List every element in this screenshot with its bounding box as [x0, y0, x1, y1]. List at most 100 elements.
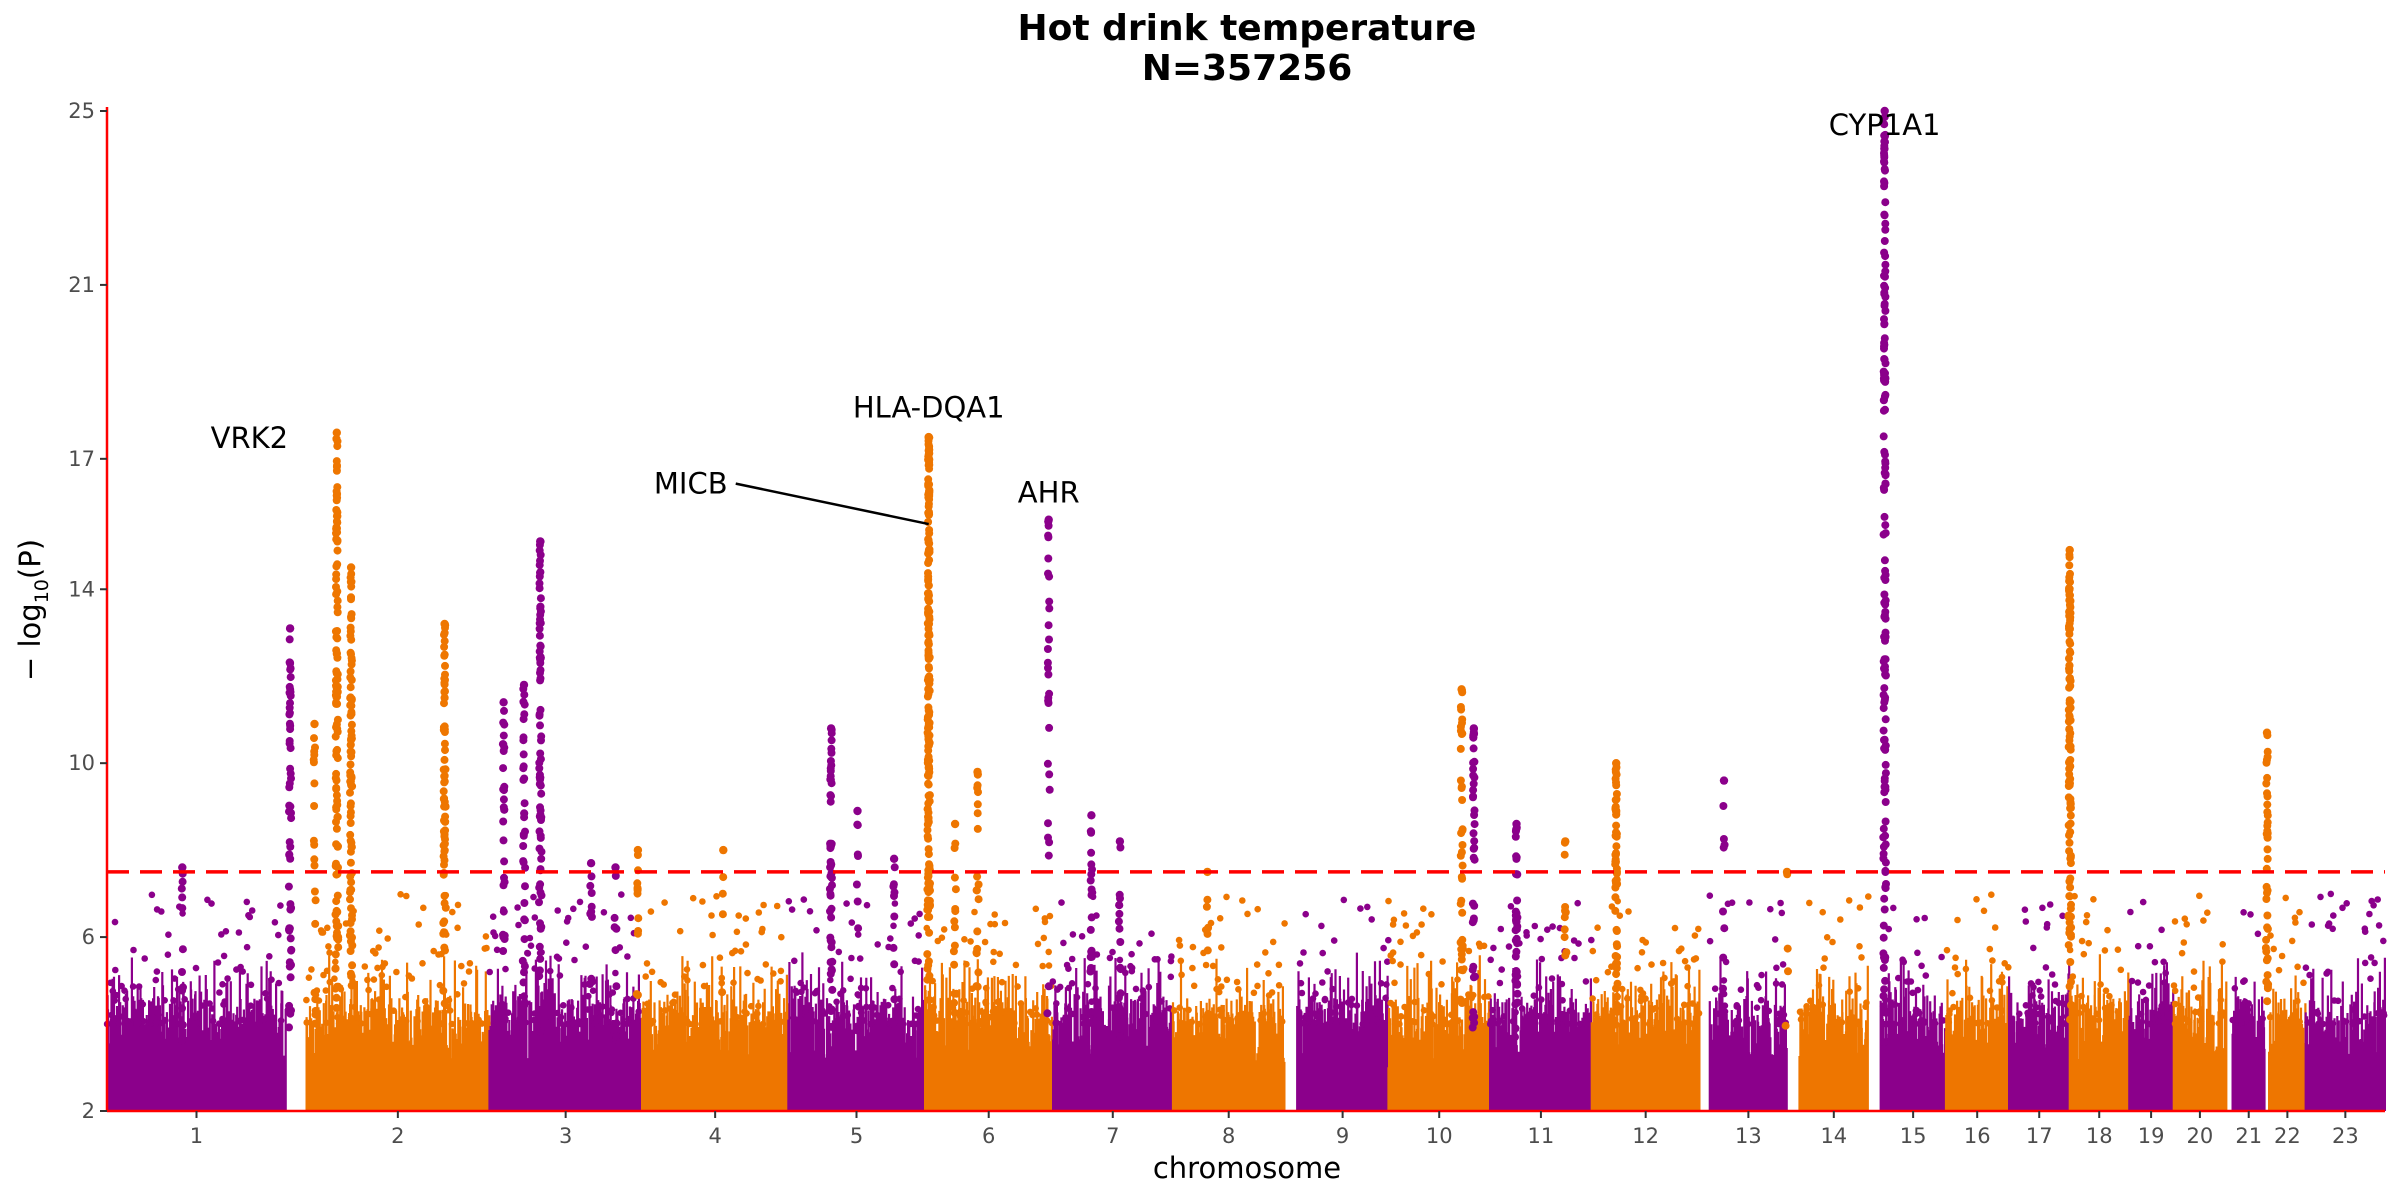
snp-point	[2350, 1019, 2357, 1026]
snp-point	[2065, 601, 2074, 609]
snp-point	[2001, 960, 2008, 967]
snp-point	[874, 941, 881, 948]
snp-point	[1512, 925, 1521, 934]
peak-chr-7	[1114, 837, 1125, 1041]
snp-point	[1966, 994, 1974, 1002]
snp-point	[2244, 1006, 2252, 1014]
snp-point	[110, 1016, 117, 1024]
snp-point	[2263, 731, 2272, 740]
snp-point	[2291, 914, 2299, 922]
snp-point	[1671, 924, 1679, 932]
snp-point	[1333, 1003, 1340, 1010]
snp-point	[112, 966, 119, 974]
snp-point	[839, 987, 847, 994]
snp-point	[2134, 942, 2142, 950]
snp-point	[334, 935, 343, 944]
snp-point	[2282, 894, 2289, 902]
snp-point	[1755, 984, 1762, 991]
snp-point	[2059, 912, 2066, 920]
snp-point	[1397, 961, 1404, 968]
snp-point	[1899, 956, 1906, 963]
snp-point	[2048, 1018, 2055, 1025]
snp-point	[1880, 131, 1889, 140]
snp-point	[440, 777, 449, 786]
snp-point	[1890, 904, 1897, 912]
snp-point	[332, 791, 341, 800]
peak-chr-5	[825, 724, 837, 1031]
snp-point	[1880, 281, 1889, 290]
snp-point	[1376, 1020, 1383, 1028]
snp-point	[1078, 933, 1086, 940]
snp-point	[1881, 817, 1890, 826]
snp-point	[1767, 905, 1774, 913]
snp-point	[324, 924, 331, 932]
snp-point	[1639, 990, 1647, 997]
snp-point	[1324, 968, 1331, 975]
snp-point	[1856, 904, 1864, 911]
snp-point	[1879, 726, 1888, 735]
snp-point	[2016, 1010, 2023, 1018]
snp-point	[1879, 921, 1888, 930]
snp-point	[1159, 1016, 1167, 1024]
snp-point	[1328, 1009, 1335, 1016]
snp-point	[806, 908, 814, 915]
snp-point	[1469, 764, 1478, 773]
snp-density-chr-9	[1296, 952, 1389, 1111]
snp-point	[1175, 936, 1183, 944]
snp-point	[1114, 993, 1123, 1002]
snp-point	[399, 1015, 406, 1023]
snp-point	[2080, 950, 2088, 958]
snp-point	[890, 888, 899, 897]
snp-point	[1879, 933, 1888, 942]
snp-point	[2262, 829, 2271, 838]
snp-point	[1420, 905, 1427, 912]
snp-point	[1302, 1013, 1309, 1021]
snp-point	[718, 889, 727, 898]
snp-point	[310, 887, 319, 896]
snp-point	[1612, 925, 1621, 934]
snp-point	[333, 982, 342, 991]
snp-point	[1531, 1017, 1538, 1025]
snp-point	[1612, 984, 1620, 993]
snp-point	[347, 748, 356, 757]
snp-point	[907, 920, 915, 927]
snp-point	[266, 953, 273, 960]
snp-point	[1513, 870, 1522, 879]
snp-point	[1487, 956, 1494, 964]
snp-point	[1778, 909, 1786, 917]
snp-point	[1612, 842, 1621, 851]
snp-point	[535, 579, 544, 588]
snp-point	[612, 982, 621, 991]
snp-point	[843, 900, 850, 907]
snp-point	[718, 910, 727, 919]
snp-point	[2324, 968, 2332, 976]
snp-point	[2151, 958, 2159, 966]
snp-point	[1115, 890, 1124, 899]
snp-point	[1511, 832, 1520, 841]
snp-point	[378, 971, 386, 979]
snp-point	[262, 990, 269, 997]
snp-point	[925, 861, 934, 870]
snp-point	[440, 891, 449, 900]
snp-point	[1253, 961, 1261, 968]
snp-point	[1329, 985, 1336, 993]
snp-point	[1069, 931, 1077, 938]
snp-point	[2065, 764, 2074, 773]
snp-point	[1465, 947, 1473, 955]
snp-point	[285, 925, 293, 934]
snp-point	[2375, 922, 2383, 929]
snp-point	[584, 1006, 591, 1013]
snp-point	[351, 1003, 359, 1011]
snp-point	[124, 1017, 131, 1025]
snp-point	[1817, 1011, 1825, 1019]
snp-point	[130, 946, 137, 954]
snp-point	[742, 941, 750, 948]
snp-point	[1678, 945, 1685, 952]
snp-point	[332, 805, 341, 814]
snp-point	[924, 500, 933, 508]
snp-point	[847, 975, 854, 983]
snp-point	[153, 906, 161, 913]
snp-point	[536, 642, 545, 651]
snp-point	[519, 684, 528, 693]
snp-point	[797, 979, 804, 987]
